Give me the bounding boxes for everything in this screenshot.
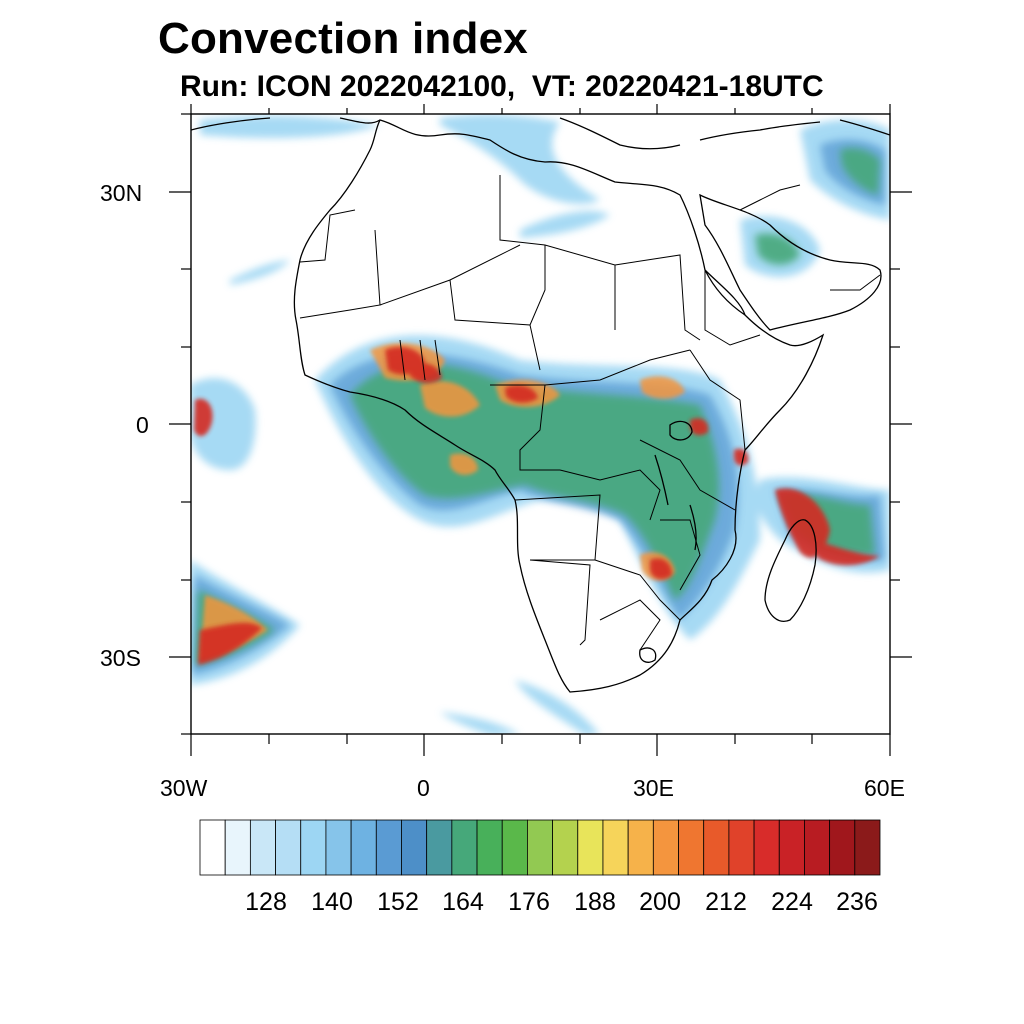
colorbar-label-236: 236	[836, 888, 878, 916]
colorbar-swatch	[753, 819, 780, 876]
colorbar-swatch	[224, 819, 251, 876]
colorbar-swatch	[703, 819, 730, 876]
intense-convection-cores	[194, 346, 880, 665]
colorbar-swatch	[627, 819, 654, 876]
lon-label-0: 0	[417, 775, 430, 801]
colorbar-swatch	[401, 819, 428, 876]
colorbar-swatch	[854, 819, 881, 876]
colorbar-swatch	[527, 819, 553, 876]
colorbar-label-140: 140	[311, 888, 353, 916]
colorbar-label-188: 188	[574, 888, 616, 916]
colorbar-swatch	[375, 819, 402, 876]
colorbar-swatch	[300, 819, 327, 876]
coastlines	[191, 117, 890, 693]
colorbar-label-176: 176	[508, 888, 550, 916]
colorbar-label-224: 224	[771, 888, 813, 916]
lat-label-30s: 30S	[100, 645, 141, 671]
country-borders	[299, 175, 881, 651]
colorbar-swatch	[325, 819, 352, 876]
colorbar-swatch	[804, 819, 831, 876]
colorbar-swatch	[426, 819, 453, 876]
colorbar-swatch	[451, 819, 478, 876]
map-subtitle: Run: ICON 2022042100, VT: 20220421-18UTC	[180, 70, 824, 103]
colorbar-swatch	[249, 819, 276, 876]
colorbar-swatch	[778, 819, 805, 876]
colorbar-swatch	[476, 819, 503, 876]
colorbar-swatch	[728, 819, 755, 876]
colorbar-swatch	[199, 819, 226, 876]
lat-label-equator: 0	[136, 412, 149, 438]
lat-label-30n: 30N	[100, 180, 143, 206]
lon-label-60e: 60E	[864, 775, 905, 801]
colorbar-swatch	[678, 819, 705, 876]
colorbar-label-164: 164	[442, 888, 484, 916]
colorbar	[199, 819, 881, 876]
colorbar-swatch	[275, 819, 302, 876]
colorbar-swatch	[829, 819, 856, 876]
colorbar-label-128: 128	[245, 888, 287, 916]
convection-field	[191, 114, 890, 734]
colorbar-swatch	[577, 819, 604, 876]
axis-ticks	[169, 104, 912, 756]
map-title: Convection index	[158, 14, 528, 63]
lon-label-30w: 30W	[160, 775, 208, 801]
colorbar-label-152: 152	[377, 888, 419, 916]
colorbar-swatch	[501, 819, 528, 876]
colorbar-swatch	[552, 819, 579, 876]
colorbar-label-200: 200	[639, 888, 681, 916]
colorbar-label-212: 212	[705, 888, 747, 916]
lon-label-30e: 30E	[633, 775, 674, 801]
colorbar-swatch	[652, 819, 679, 876]
colorbar-swatch	[602, 819, 629, 876]
colorbar-swatch	[350, 819, 377, 876]
